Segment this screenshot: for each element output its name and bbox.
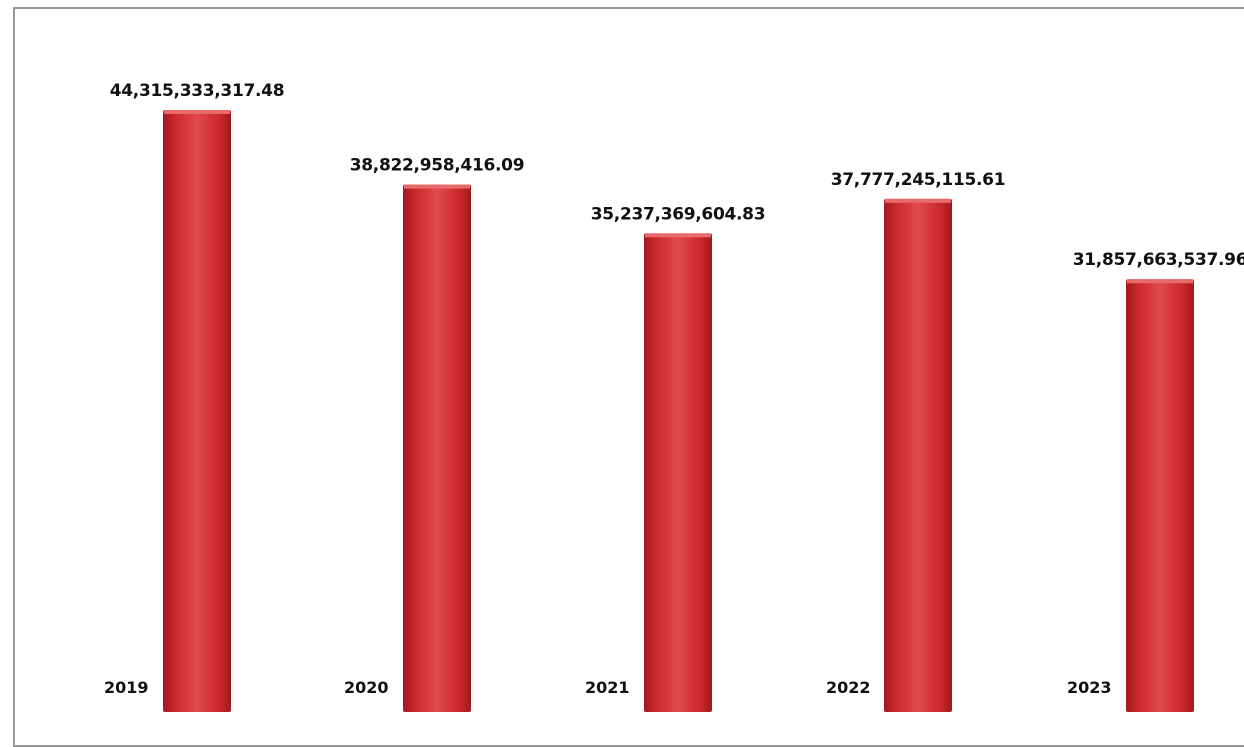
value-label-2021: 35,237,369,604.83 [591,204,766,224]
value-label-2020: 38,822,958,416.09 [350,156,525,176]
bar-2021 [644,233,712,712]
value-label-2019: 44,315,333,317.48 [110,81,285,101]
category-label-2021: 2021 [585,678,630,697]
category-label-2020: 2020 [344,678,389,697]
bar-cap-2021 [645,233,711,238]
bars-layer [163,110,1194,713]
bar-cap-2022 [885,198,951,203]
labels-layer: 44,315,333,317.48 2019 38,822,958,416.09 20… [104,81,1244,697]
bar-2022 [884,198,952,713]
bar-2023 [1126,279,1194,712]
bar-cap-2019 [164,110,230,114]
bar-2020 [403,184,471,712]
value-label-2022: 37,777,245,115.61 [831,170,1006,190]
bar-cap-2020 [404,184,470,189]
category-label-2023: 2023 [1067,678,1112,697]
bar-chart: 44,315,333,317.48 2019 38,822,958,416.09 20… [104,81,1244,713]
bar-2019 [163,110,231,712]
category-label-2022: 2022 [826,678,871,697]
bar-cap-2023 [1127,279,1193,284]
category-label-2019: 2019 [104,678,149,697]
value-label-2023: 31,857,663,537.96 [1073,250,1244,270]
